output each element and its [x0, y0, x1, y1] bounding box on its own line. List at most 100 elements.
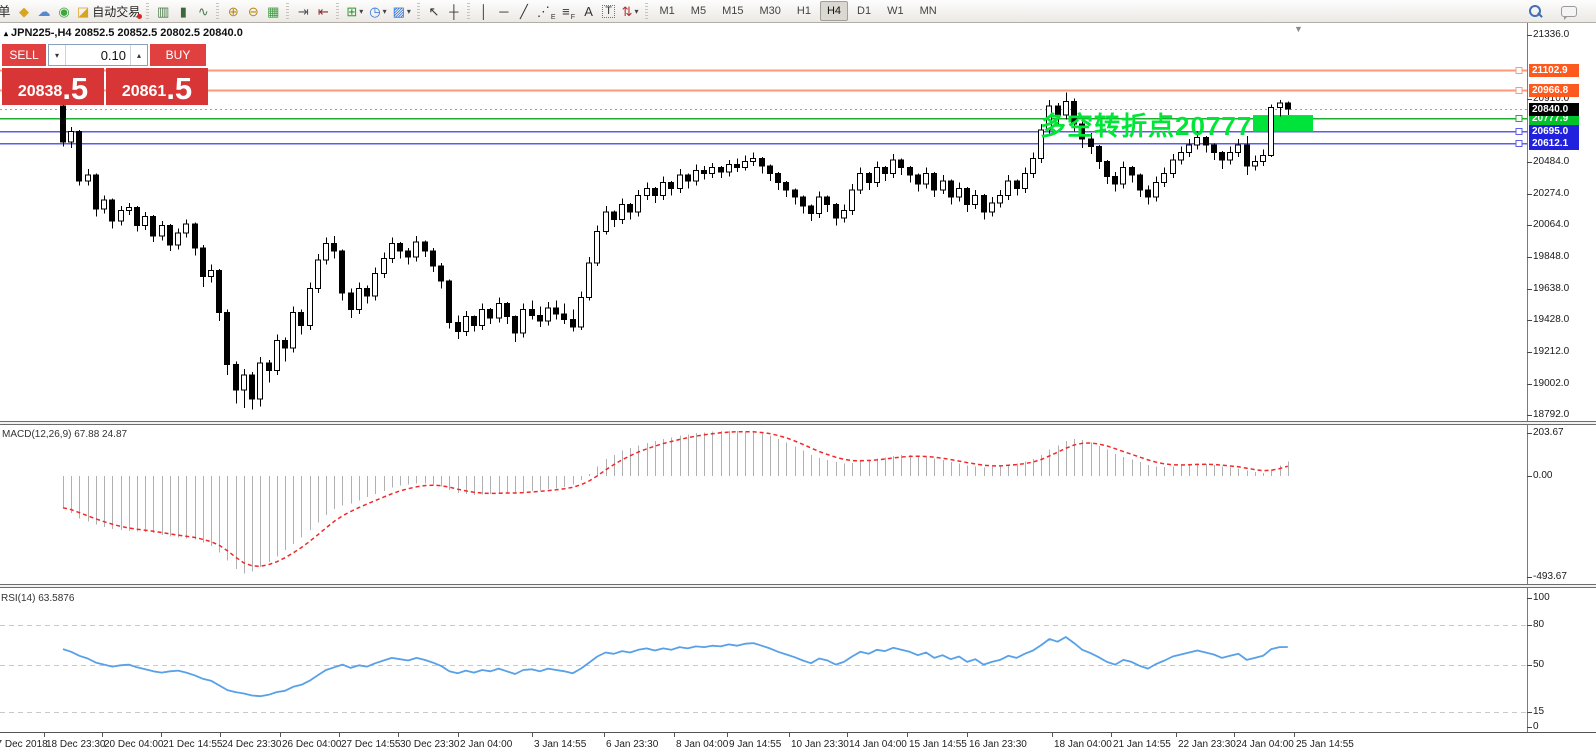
- search-button[interactable]: [1525, 1, 1546, 21]
- current-price-tag: 20840.0: [1529, 103, 1579, 116]
- price-tick-19638-dash: [1527, 289, 1532, 290]
- text-button[interactable]: A: [579, 1, 599, 21]
- candle-body: [496, 302, 502, 319]
- timeframe-w1[interactable]: W1: [887, 5, 904, 17]
- zoom-out-button[interactable]: ⊖: [243, 1, 263, 21]
- new-order-button[interactable]: 单: [0, 1, 14, 21]
- timeframes-grip[interactable]: [644, 3, 648, 19]
- candlestick-chart-icon: ▮: [179, 3, 187, 19]
- community-icon-button[interactable]: ☁: [34, 1, 54, 21]
- time-tick: [604, 733, 605, 737]
- tile-windows-button[interactable]: ▦: [263, 1, 283, 21]
- periods-button-dropdown-icon[interactable]: ▾: [382, 6, 387, 16]
- sell-button[interactable]: SELL: [2, 44, 46, 66]
- hline-handle-20777.9[interactable]: [1515, 115, 1523, 122]
- macd-pane-splitter[interactable]: [0, 421, 1596, 425]
- candle-body: [677, 174, 683, 189]
- candlestick-chart-button[interactable]: ▮: [173, 1, 193, 21]
- candle-body: [603, 211, 609, 233]
- equidistant-channel-button[interactable]: ⋰ E: [536, 3, 556, 22]
- line-chart-button[interactable]: ∿: [193, 1, 213, 21]
- hline-handle-20966.8[interactable]: [1515, 87, 1523, 94]
- price-tick-20484-dash: [1527, 162, 1532, 163]
- scroll-group-grip[interactable]: [286, 3, 290, 19]
- hline-handle-20695.0[interactable]: [1515, 128, 1523, 135]
- zoom-in-button[interactable]: ⊕: [223, 1, 243, 21]
- price-tick-20064: 20064.0: [1533, 219, 1570, 231]
- zoom-group-grip[interactable]: [216, 3, 220, 19]
- vertical-line-button[interactable]: │: [474, 1, 494, 21]
- candle-body: [750, 157, 756, 162]
- chart-shift-button[interactable]: ⇤: [313, 1, 333, 21]
- scroll-to-end-icon[interactable]: ▼: [1294, 24, 1303, 34]
- timeframe-h4[interactable]: H4: [819, 1, 848, 21]
- rsi-tick-80: 80: [1533, 618, 1545, 630]
- candle-body: [159, 225, 165, 237]
- macd-tick-203.67-dash: [1527, 433, 1532, 434]
- candle-body: [866, 172, 872, 183]
- cursor-button[interactable]: ↖: [424, 1, 444, 21]
- candle-body: [430, 250, 436, 267]
- timeframe-h1[interactable]: H1: [796, 5, 811, 17]
- hline-handle-20612.1[interactable]: [1515, 140, 1523, 147]
- volume-decrease-button[interactable]: ▾: [49, 45, 66, 65]
- candle-body: [759, 157, 765, 167]
- auto-scroll-button[interactable]: ⇥: [293, 1, 313, 21]
- candle-body: [989, 202, 995, 213]
- templates-button-dropdown-icon[interactable]: ▾: [406, 6, 411, 16]
- periods-icon: ◷: [369, 3, 381, 19]
- signals-icon-button[interactable]: ◉: [54, 1, 74, 21]
- autotrading-button[interactable]: ◪ 自动交易: [74, 1, 143, 21]
- candle-body: [545, 307, 551, 322]
- profile-icon-button[interactable]: ◆: [14, 1, 34, 21]
- cursor-group-grip[interactable]: [416, 3, 420, 19]
- price-tick-18792-dash: [1527, 415, 1532, 416]
- timeframe-m30[interactable]: M30: [759, 5, 781, 17]
- volume-input[interactable]: [66, 45, 130, 65]
- timeframe-m5[interactable]: M5: [690, 5, 707, 17]
- price-tick-21336-dash: [1527, 35, 1532, 36]
- arrows-button-dropdown-icon[interactable]: ▾: [634, 6, 639, 16]
- objects-group-grip[interactable]: [466, 3, 470, 19]
- indicators-button-dropdown-icon[interactable]: ▾: [359, 6, 364, 16]
- candle-body: [446, 280, 452, 324]
- timeframe-d1[interactable]: D1: [857, 5, 872, 17]
- trendline-button[interactable]: ╱: [514, 1, 534, 21]
- templates-button[interactable]: ▨ ▾: [390, 1, 414, 21]
- candle-body: [183, 223, 189, 234]
- text-label-button[interactable]: T: [599, 1, 619, 21]
- hline-handle-21102.9[interactable]: [1515, 67, 1523, 74]
- candle-body: [167, 225, 173, 246]
- bar-chart-button[interactable]: ▥: [153, 1, 173, 21]
- sell-price-fraction: .5: [62, 71, 89, 107]
- time-tick: [847, 733, 848, 737]
- candle-body: [652, 187, 658, 197]
- volume-increase-button[interactable]: ▴: [130, 45, 147, 65]
- chart-annotation-text[interactable]: 多空转折点20777: [1040, 111, 1253, 141]
- sell-price-box[interactable]: 20838.5: [2, 68, 104, 105]
- horizontal-line-button[interactable]: ─: [494, 1, 514, 21]
- periods-button[interactable]: ◷ ▾: [366, 1, 389, 21]
- fibonacci-button[interactable]: ≡ F: [562, 3, 576, 22]
- candle-body: [381, 257, 387, 274]
- chart-type-group-grip[interactable]: [146, 3, 150, 19]
- timeframe-m15[interactable]: M15: [722, 5, 744, 17]
- highlight-rectangle[interactable]: [1253, 115, 1313, 132]
- candle-body: [389, 243, 395, 259]
- arrows-button[interactable]: ⇅ ▾: [619, 1, 642, 21]
- candle-body: [257, 362, 263, 400]
- timeframe-mn[interactable]: MN: [919, 5, 937, 17]
- templates-icon: ▨: [392, 3, 405, 19]
- chat-button[interactable]: [1558, 1, 1580, 21]
- timeframe-m1[interactable]: M1: [659, 5, 675, 17]
- rsi-tick-0: 0: [1533, 721, 1539, 732]
- insert-group-grip[interactable]: [336, 3, 340, 19]
- buy-button[interactable]: BUY: [150, 44, 206, 66]
- candle-body: [298, 311, 304, 327]
- indicators-button[interactable]: ⊞ ▾: [343, 1, 366, 21]
- buy-price-box[interactable]: 20861.5: [106, 68, 208, 105]
- rsi-pane-splitter[interactable]: [0, 584, 1596, 588]
- crosshair-button[interactable]: ┼: [444, 1, 464, 21]
